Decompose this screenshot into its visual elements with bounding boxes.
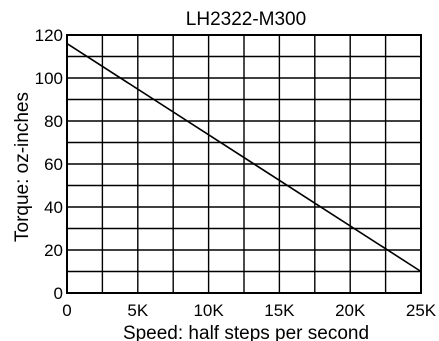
y-tick-label: 80: [44, 112, 63, 131]
x-tick-label: 15K: [264, 301, 295, 320]
y-tick-label: 120: [35, 26, 63, 45]
y-tick-label: 20: [44, 241, 63, 260]
x-tick-labels: 0 5K 10K 15K 20K 25K: [62, 301, 437, 320]
y-axis-label: Torque: oz-inches: [12, 92, 33, 242]
y-tick-labels: 0 20 40 60 80 100 120: [35, 26, 63, 303]
chart-title: LH2322-M300: [186, 9, 306, 30]
series-lines: [66, 42, 422, 273]
y-tick-label: 60: [44, 155, 63, 174]
x-tick-label: 5K: [127, 301, 148, 320]
y-tick-label: 40: [44, 198, 63, 217]
torque-curve-line: [66, 42, 422, 273]
y-tick-label: 100: [35, 69, 63, 88]
x-tick-label: 10K: [193, 301, 224, 320]
y-tick-label: 0: [54, 284, 63, 303]
x-axis-label: Speed: half steps per second: [123, 323, 369, 341]
x-tick-label: 20K: [335, 301, 366, 320]
plot-frame: [66, 34, 422, 294]
grid: [67, 35, 421, 293]
x-tick-label: 0: [62, 301, 71, 320]
x-tick-label: 25K: [406, 301, 437, 320]
